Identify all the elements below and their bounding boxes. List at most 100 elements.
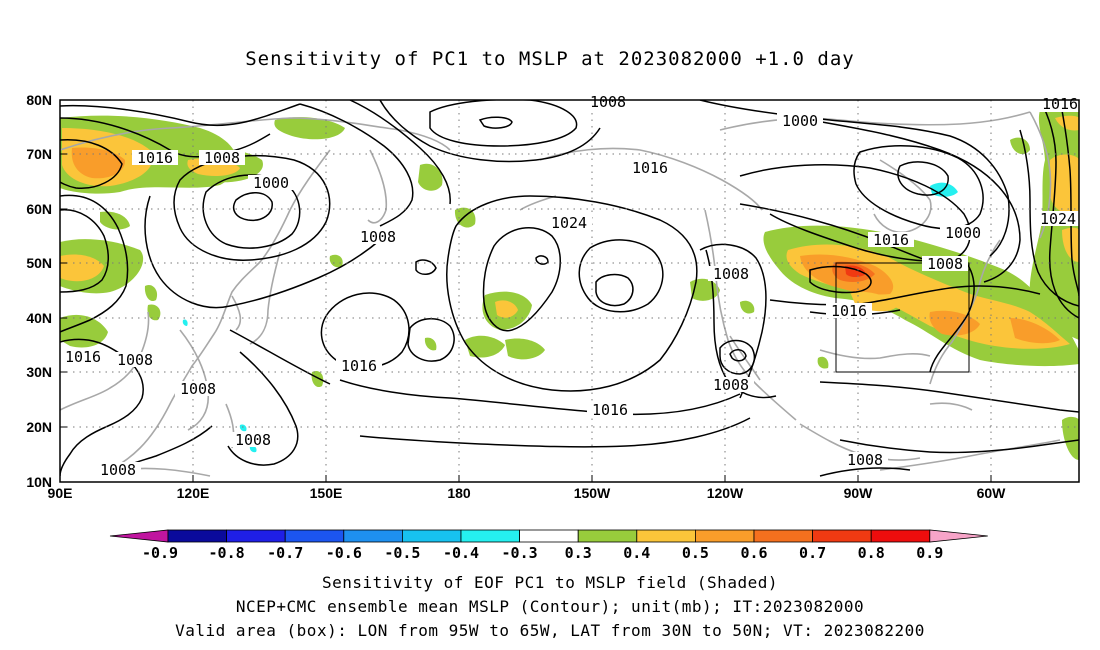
lat-label: 40N bbox=[26, 310, 52, 326]
shade-green bbox=[817, 356, 829, 369]
coastline-southamerica bbox=[879, 439, 1061, 471]
contour-line bbox=[1059, 100, 1079, 297]
contour-label: 1008 bbox=[95, 461, 141, 479]
colorbar-label: -0.7 bbox=[267, 544, 303, 562]
shade-green bbox=[418, 163, 443, 191]
contour-label: 1008 bbox=[708, 265, 754, 283]
shade-yellow bbox=[495, 300, 518, 318]
contour-line bbox=[595, 273, 634, 307]
contour-line bbox=[578, 239, 664, 313]
svg-text:1016: 1016 bbox=[341, 357, 377, 375]
svg-text:1016: 1016 bbox=[632, 159, 668, 177]
contour-line bbox=[929, 255, 975, 373]
colorbar-label: -0.6 bbox=[326, 544, 362, 562]
contour-label: 1008 bbox=[708, 376, 754, 394]
shade-green bbox=[144, 284, 158, 302]
coastline-gulf bbox=[819, 349, 931, 360]
contour-line bbox=[535, 255, 549, 265]
coastline-namerica-west bbox=[704, 209, 797, 421]
shade-green bbox=[60, 314, 108, 348]
shade-green bbox=[465, 335, 505, 358]
contour-line bbox=[227, 351, 299, 466]
colorbar-arrow-right bbox=[929, 529, 988, 543]
svg-text:1008: 1008 bbox=[204, 149, 240, 167]
contour-line bbox=[482, 227, 561, 332]
colorbar-swatch bbox=[812, 529, 872, 543]
contour-line bbox=[719, 339, 756, 375]
colorbar-arrow-left bbox=[109, 529, 169, 543]
contour-label: 1008 bbox=[355, 228, 401, 246]
svg-text:1024: 1024 bbox=[551, 214, 587, 232]
lon-label: 180 bbox=[447, 485, 471, 501]
lon-label: 150E bbox=[310, 485, 343, 501]
contour-label: 1024 bbox=[546, 214, 592, 232]
lat-label: 60N bbox=[26, 201, 52, 217]
colorbar-swatch bbox=[695, 529, 755, 543]
contour-label: 1016 bbox=[587, 401, 633, 419]
shade-green bbox=[1062, 416, 1079, 460]
lon-label: 120W bbox=[707, 485, 744, 501]
contour-line bbox=[60, 103, 301, 127]
svg-text:1008: 1008 bbox=[360, 228, 396, 246]
svg-text:1016: 1016 bbox=[873, 231, 909, 249]
contour-line bbox=[809, 265, 872, 294]
shade-orange bbox=[1010, 318, 1060, 344]
contour-line bbox=[359, 417, 751, 448]
contour-line bbox=[232, 192, 273, 222]
shade-green bbox=[1010, 137, 1030, 155]
contour-label: 1016 bbox=[60, 100, 61, 101]
contour-line bbox=[415, 259, 437, 275]
colorbar-swatch bbox=[401, 529, 462, 543]
contour-label: 1008 bbox=[585, 93, 631, 111]
chart-title: Sensitivity of PC1 to MSLP at 2023082000… bbox=[245, 48, 855, 70]
contour-line bbox=[349, 100, 451, 205]
colorbar-label: 0.6 bbox=[740, 544, 767, 562]
colorbar-swatch bbox=[753, 529, 813, 543]
contour-line bbox=[339, 379, 741, 416]
colorbar-label: 0.3 bbox=[565, 544, 592, 562]
contour-line bbox=[60, 139, 123, 189]
contour-label: 1000 bbox=[248, 174, 294, 192]
shade-orange bbox=[71, 147, 126, 179]
colorbar-label: 0.4 bbox=[623, 544, 650, 562]
svg-text:1008: 1008 bbox=[847, 451, 883, 469]
contour-line bbox=[1039, 100, 1079, 319]
lat-label: 20N bbox=[26, 419, 52, 435]
contour-line bbox=[60, 194, 129, 333]
contour-line bbox=[819, 381, 1079, 413]
contour-line bbox=[819, 467, 911, 477]
lat-label: 10N bbox=[26, 474, 52, 490]
svg-text:1024: 1024 bbox=[1040, 210, 1076, 228]
svg-text:1008: 1008 bbox=[235, 431, 271, 449]
shade-yellow bbox=[60, 254, 104, 282]
svg-text:1016: 1016 bbox=[65, 348, 101, 366]
colorbar-swatch bbox=[519, 529, 579, 543]
svg-text:1000: 1000 bbox=[945, 224, 981, 242]
contour-label: 1008 bbox=[175, 380, 221, 398]
contour-line bbox=[1019, 129, 1079, 307]
coastline-asia bbox=[95, 149, 331, 477]
contour-label: 1008 bbox=[230, 431, 276, 449]
coastline-kamchatka bbox=[367, 149, 388, 224]
colorbar-label: 0.8 bbox=[858, 544, 885, 562]
colorbar-swatch bbox=[284, 529, 345, 543]
contour-label: 1016 bbox=[132, 149, 178, 167]
svg-text:1008: 1008 bbox=[713, 376, 749, 394]
shade-cyan bbox=[249, 445, 257, 453]
svg-text:1008: 1008 bbox=[117, 351, 153, 369]
svg-text:1016: 1016 bbox=[592, 401, 628, 419]
caption-valid-area: Valid area (box): LON from 95W to 65W, L… bbox=[175, 621, 925, 640]
lon-label: 150W bbox=[574, 485, 611, 501]
colorbar-label: -0.4 bbox=[443, 544, 479, 562]
contour-line bbox=[705, 249, 777, 399]
svg-text:1016: 1016 bbox=[831, 302, 867, 320]
colorbar-swatch bbox=[343, 529, 403, 543]
contour-line bbox=[379, 100, 601, 163]
lon-label: 90E bbox=[48, 485, 73, 501]
contour-line bbox=[173, 155, 331, 261]
contour-line bbox=[789, 115, 1021, 283]
shade-green bbox=[100, 211, 130, 230]
svg-text:1000: 1000 bbox=[253, 174, 289, 192]
svg-text:1000: 1000 bbox=[782, 112, 818, 130]
